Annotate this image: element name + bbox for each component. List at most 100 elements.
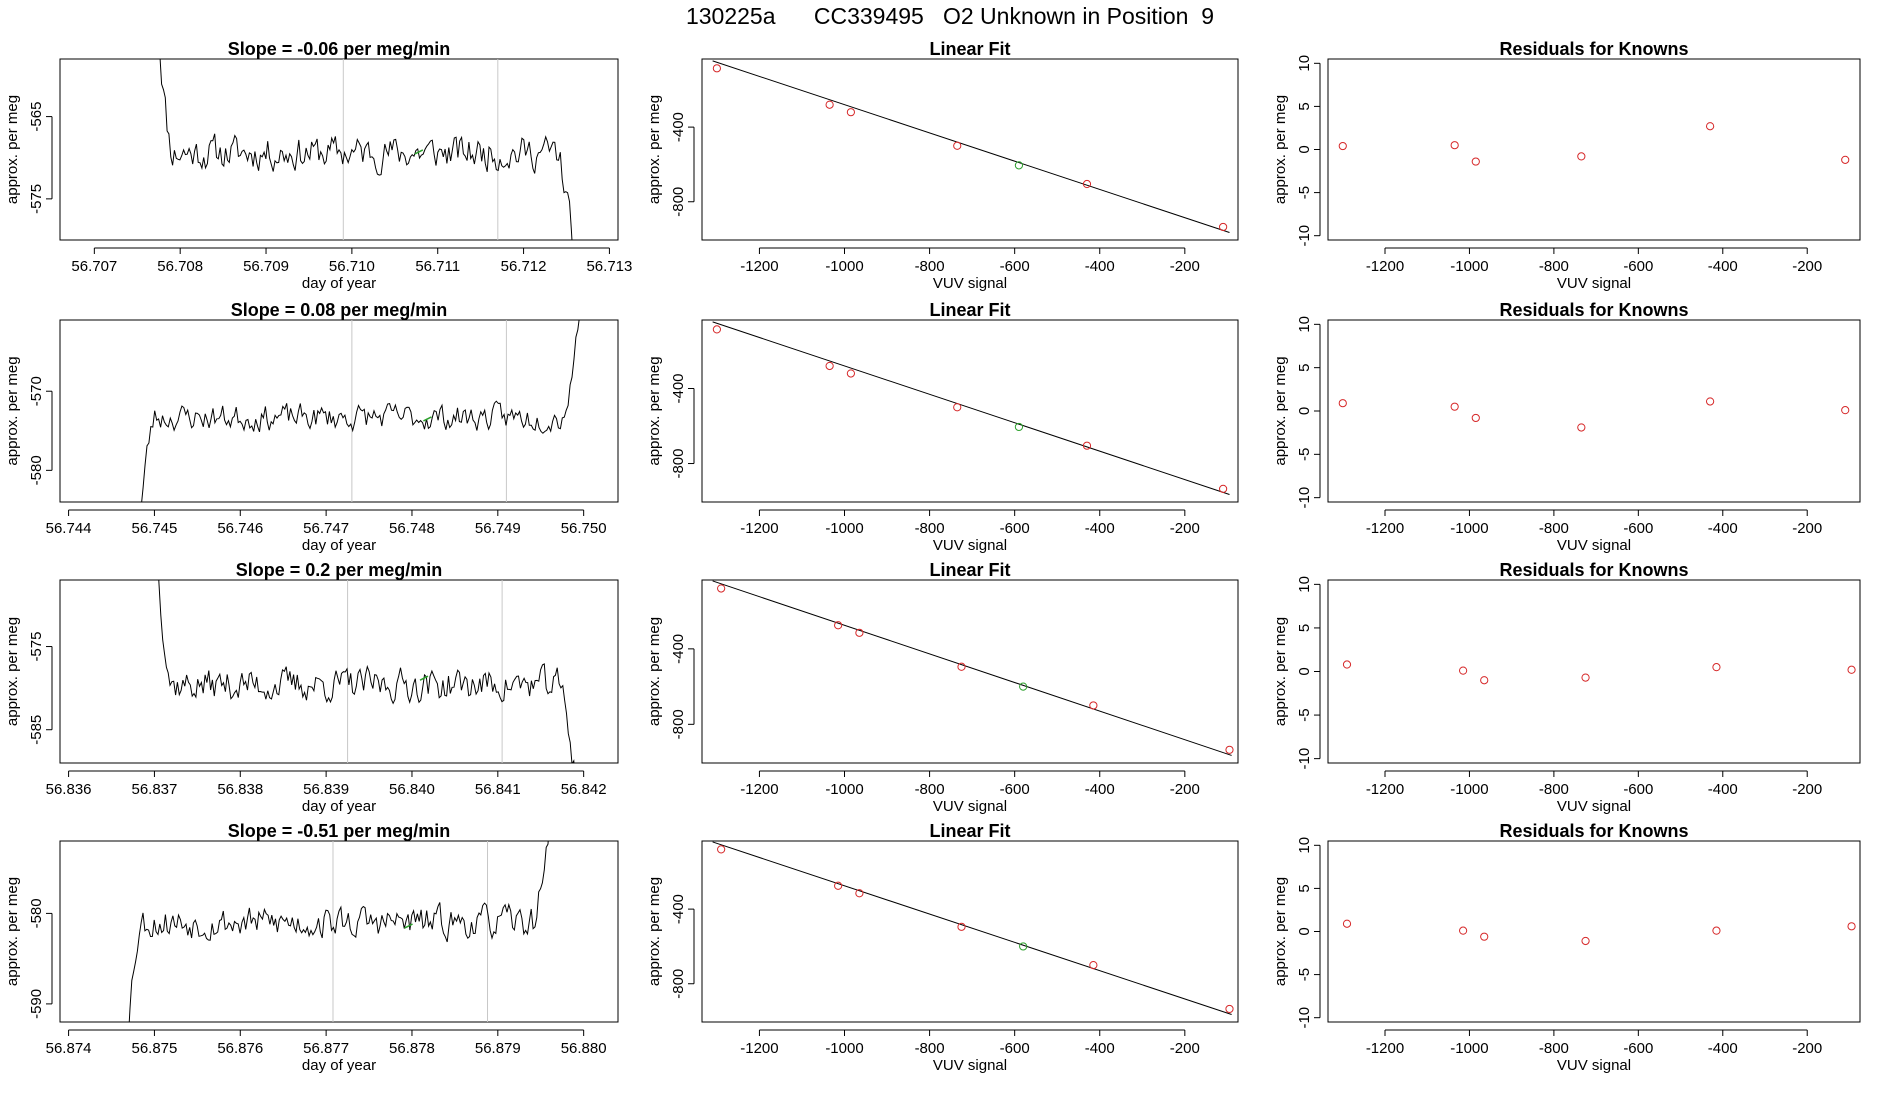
plot-frame <box>1327 840 1861 1023</box>
x-tick-label: -600 <box>1623 258 1653 275</box>
y-tick-label: -800 <box>670 449 687 479</box>
x-tick-label: -200 <box>1792 1040 1822 1057</box>
x-axis-label: VUV signal <box>1557 798 1631 815</box>
plot-area <box>128 841 549 1022</box>
slope-value: 0.08 <box>300 300 335 320</box>
y-tick-label: -400 <box>670 112 687 142</box>
page-title: 130225a CC339495 O2 Unknown in Position … <box>0 3 1900 30</box>
y-tick-label: -400 <box>670 373 687 403</box>
x-axis: 56.836 56.837 56.838 56.839 56.840 56.841 56.8… <box>46 770 607 798</box>
known-point <box>855 628 864 637</box>
x-tick-label: -1000 <box>825 258 863 275</box>
y-tick-label: -10 <box>1296 1007 1313 1029</box>
panel-title: Residuals for Knowns <box>1499 300 1688 320</box>
residual-point <box>1847 665 1856 674</box>
y-axis: 10 5 0 -5 -10 <box>1296 316 1321 509</box>
y-axis-label: approx. per meg <box>4 356 21 465</box>
x-tick-label: -1000 <box>825 781 863 798</box>
y-tick-label: 5 <box>1296 102 1313 110</box>
y-axis: 10 5 0 -5 -10 <box>1296 837 1321 1029</box>
known-point <box>834 621 843 630</box>
known-point <box>1225 745 1234 754</box>
panel-r3-residuals: Residuals for Knowns -1200 -1000 -800 -600 -4… <box>1272 560 1861 815</box>
unknown-segment <box>423 416 432 422</box>
y-tick-label: -565 <box>28 102 45 132</box>
x-tick-label: -1200 <box>1366 258 1404 275</box>
unknown-segment <box>404 923 413 929</box>
x-tick-label: -400 <box>1708 520 1738 537</box>
y-tick-label: 10 <box>1296 316 1313 333</box>
slope-value: -0.06 <box>297 39 338 59</box>
unknown-point <box>1019 682 1028 691</box>
panel-title: Slope = 0.2 per meg/min <box>236 560 443 580</box>
x-tick-label: -800 <box>915 1040 945 1057</box>
x-tick-label: 56.842 <box>561 781 607 798</box>
plot-area <box>1338 122 1850 166</box>
y-axis: -580 -590 <box>28 898 53 1019</box>
x-axis-label: VUV signal <box>1557 1057 1631 1074</box>
plot-area <box>141 320 580 502</box>
panel-title: Residuals for Knowns <box>1499 821 1688 841</box>
y-tick-label: -400 <box>670 894 687 924</box>
x-tick-label: 56.749 <box>475 520 521 537</box>
plot-area <box>712 321 1230 495</box>
x-tick-label: -1000 <box>1450 258 1488 275</box>
known-point <box>957 922 966 931</box>
residual-point <box>1712 663 1721 672</box>
timeseries-line <box>128 841 549 1022</box>
known-point <box>717 584 726 593</box>
plot-frame <box>1327 319 1861 503</box>
y-tick-label: 0 <box>1296 667 1313 675</box>
residual-point <box>1581 673 1590 682</box>
residual-point <box>1706 397 1715 406</box>
title-suffix: per meg/min <box>335 300 447 320</box>
x-tick-label: -1000 <box>1450 520 1488 537</box>
residual-point <box>1577 423 1586 432</box>
x-axis-label: VUV signal <box>933 798 1007 815</box>
x-tick-label: 56.750 <box>561 520 607 537</box>
residual-point <box>1841 406 1850 415</box>
x-tick-label: -200 <box>1792 520 1822 537</box>
panel-title: Residuals for Knowns <box>1499 560 1688 580</box>
x-tick-label: -400 <box>1708 1040 1738 1057</box>
known-point <box>834 881 843 890</box>
x-tick-label: 56.878 <box>389 1040 435 1057</box>
x-axis-label: VUV signal <box>1557 275 1631 292</box>
x-tick-label: -200 <box>1170 1040 1200 1057</box>
title-suffix: per meg/min <box>330 560 442 580</box>
plot-area <box>1342 660 1856 685</box>
residual-point <box>1480 676 1489 685</box>
known-point <box>825 361 834 371</box>
residual-point <box>1712 926 1721 935</box>
residual-point <box>1847 922 1856 931</box>
x-tick-label: -1200 <box>740 520 778 537</box>
x-axis: 56.707 56.708 56.709 56.710 56.711 56.712 56.7… <box>71 247 632 275</box>
x-tick-label: -1200 <box>740 258 778 275</box>
x-tick-label: -1000 <box>825 1040 863 1057</box>
title-prefix: Slope = <box>231 300 301 320</box>
y-tick-label: -570 <box>28 376 45 406</box>
residual-point <box>1450 141 1459 150</box>
x-tick-label: -1000 <box>1450 1040 1488 1057</box>
x-tick-label: -800 <box>1539 781 1569 798</box>
x-axis: -1200 -1000 -800 -600 -400 -200 <box>1366 770 1822 798</box>
residual-point <box>1342 919 1352 928</box>
x-tick-label: 56.838 <box>217 781 263 798</box>
x-tick-label: 56.747 <box>303 520 349 537</box>
plot-frame <box>59 319 619 503</box>
x-tick-label: 56.841 <box>475 781 521 798</box>
y-tick-label: -580 <box>28 455 45 485</box>
fit-line <box>712 580 1232 756</box>
y-axis-label: approx. per meg <box>646 877 663 986</box>
y-tick-label: -575 <box>28 632 45 662</box>
x-axis-label: VUV signal <box>1557 537 1631 554</box>
panel-r4-residuals: Residuals for Knowns -1200 -1000 -800 -600 -4… <box>1272 821 1861 1074</box>
x-tick-label: -1200 <box>740 1040 778 1057</box>
y-tick-label: 5 <box>1296 884 1313 892</box>
known-point <box>855 889 864 898</box>
y-tick-label: 0 <box>1296 927 1313 935</box>
x-tick-label: 56.713 <box>586 258 632 275</box>
x-tick-label: -1200 <box>740 781 778 798</box>
